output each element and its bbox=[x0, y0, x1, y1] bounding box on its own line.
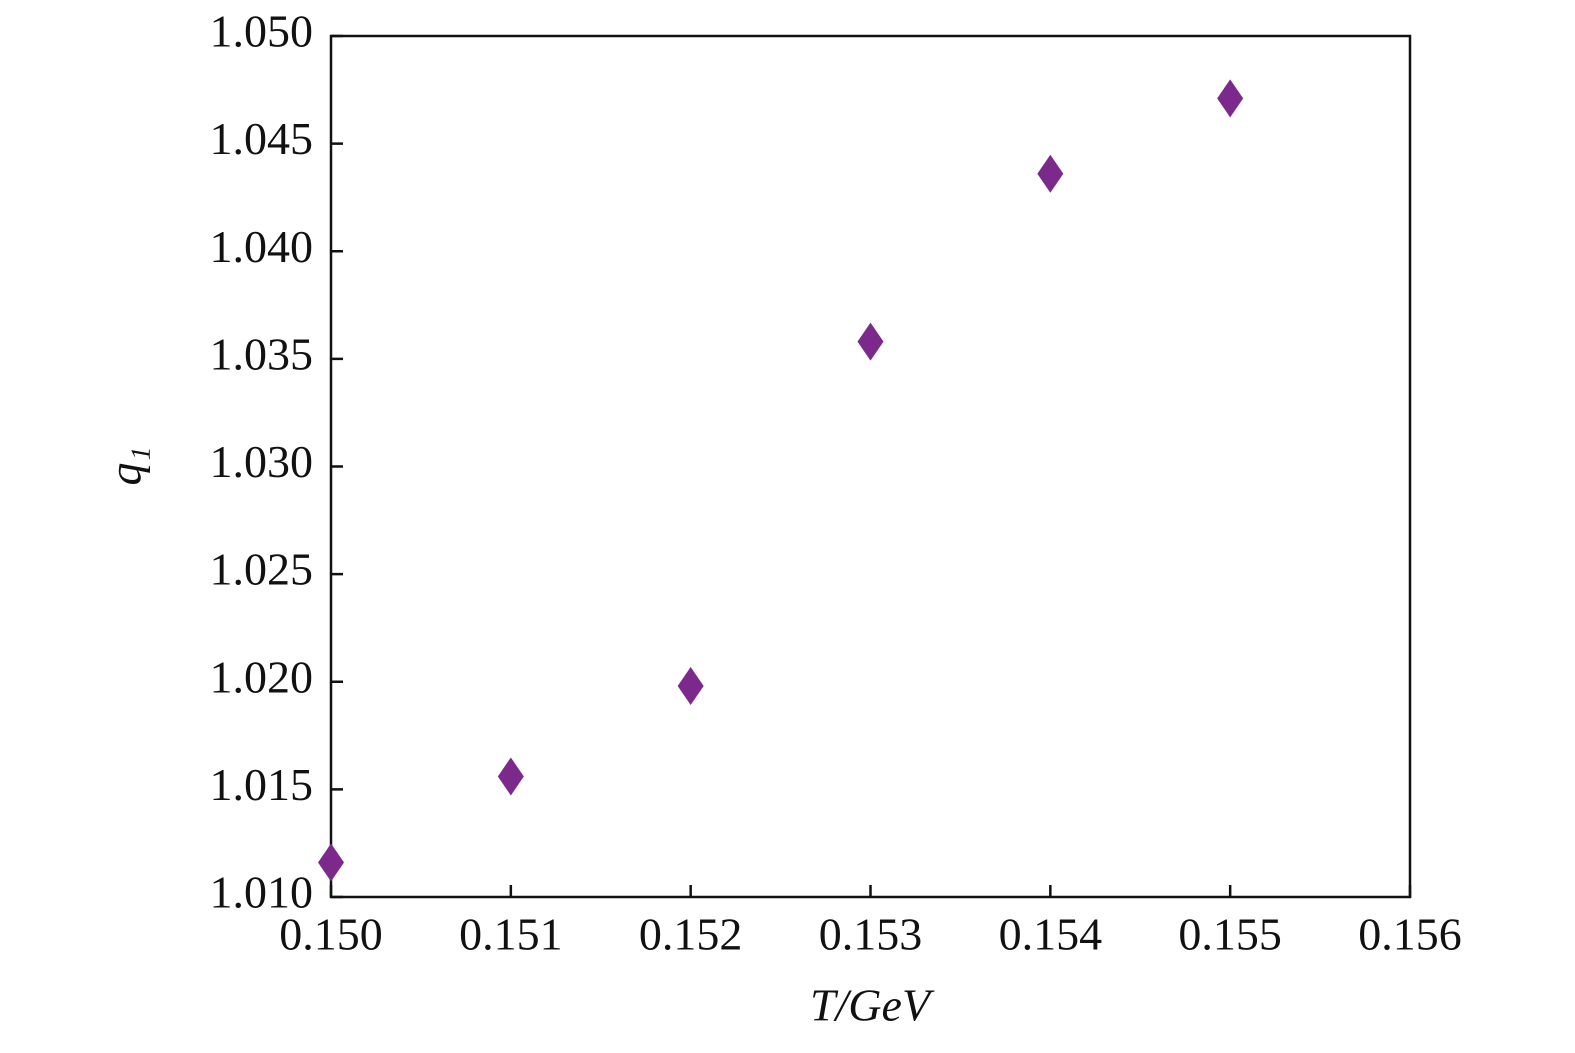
plot-frame bbox=[329, 34, 1412, 899]
x-tick-label: 0.151 bbox=[459, 909, 563, 960]
y-tick-label: 1.050 bbox=[210, 6, 314, 57]
y-tick-label: 1.025 bbox=[210, 544, 314, 595]
x-tick-label: 0.152 bbox=[639, 909, 743, 960]
y-tick-label: 1.015 bbox=[210, 759, 314, 810]
x-tick-label: 0.150 bbox=[279, 909, 383, 960]
point bbox=[1037, 154, 1064, 193]
y-tick-label: 1.045 bbox=[210, 113, 314, 164]
point bbox=[1217, 79, 1244, 118]
x-axis-label: T/GeV bbox=[810, 980, 935, 1031]
y-tick-label: 1.030 bbox=[210, 436, 314, 487]
point bbox=[318, 843, 344, 882]
y-tick-label: 1.020 bbox=[210, 651, 314, 702]
x-tick-label: 0.154 bbox=[999, 909, 1103, 960]
y-tick-label: 1.035 bbox=[210, 328, 314, 379]
point bbox=[497, 757, 524, 796]
x-tick-label: 0.156 bbox=[1358, 909, 1462, 960]
point bbox=[677, 667, 704, 706]
y-axis-label: q₁ bbox=[100, 447, 151, 486]
y-tick-label: 1.040 bbox=[210, 221, 314, 272]
y-tick-label: 1.010 bbox=[210, 867, 314, 918]
point bbox=[857, 322, 884, 361]
x-tick-label: 0.155 bbox=[1178, 909, 1282, 960]
x-tick-label: 0.153 bbox=[819, 909, 923, 960]
